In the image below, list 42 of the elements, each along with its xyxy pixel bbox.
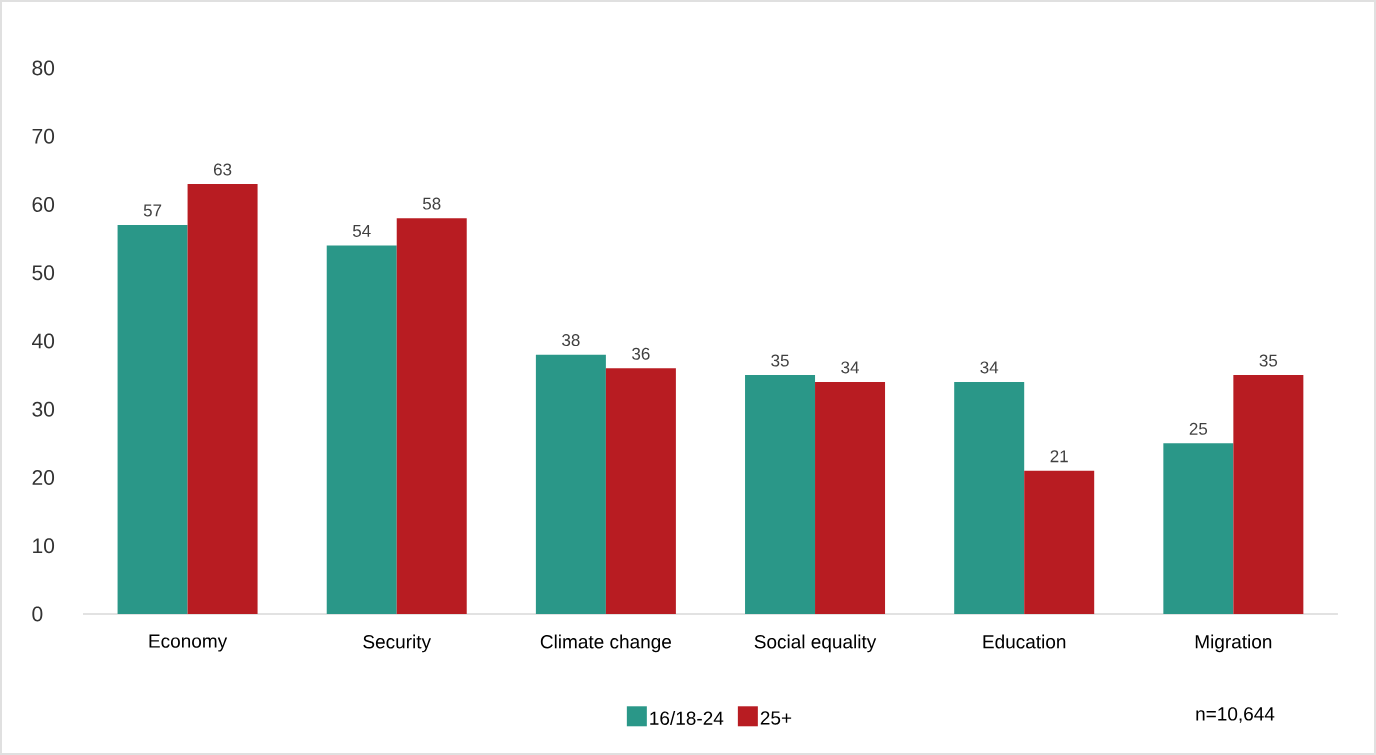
data-label: 34 [841,361,859,374]
text: n=10,644 [1196,707,1275,723]
bar [535,354,606,614]
y-tick-label: 0 [32,606,43,622]
legend-label: 25+ [760,711,792,725]
y-tick-label: 40 [32,333,55,349]
bar [605,368,676,614]
data-label: 36 [632,347,650,360]
data-label: 57 [143,204,162,217]
x-tick-label: Security [363,634,431,653]
data-label: 21 [1050,450,1068,463]
y-tick-label: 50 [32,265,55,281]
bar [1163,443,1234,614]
x-tick-label: Climate change [540,634,672,653]
x-tick-label: Education [983,634,1066,649]
data-label: 58 [422,197,441,210]
data-label: 54 [352,225,371,237]
x-tick-label: Economy [149,634,228,652]
bar [954,381,1025,614]
legend-label: 16/18-24 [650,710,724,725]
bar [1024,470,1095,614]
data-label: 25 [1189,422,1208,435]
y-tick-label: 60 [32,197,55,212]
bar [745,375,816,614]
bar [117,224,188,614]
data-label: 34 [980,361,999,374]
data-label: 38 [562,334,580,347]
y-tick-label: 20 [32,470,55,485]
y-tick-label: 10 [33,538,55,554]
x-tick-label: Social equality [754,634,877,653]
x-tick-label: Migration [1195,634,1272,653]
data-label: 63 [213,163,232,176]
y-tick-label: 70 [32,128,55,144]
bar [815,381,886,614]
bar [187,184,258,614]
bar [396,218,467,614]
data-label: 35 [1259,354,1278,367]
data-label: 35 [771,354,789,367]
y-tick-label: 80 [32,60,55,76]
bar [1233,375,1304,614]
y-tick-label: 30 [32,401,55,417]
bar [326,245,397,614]
